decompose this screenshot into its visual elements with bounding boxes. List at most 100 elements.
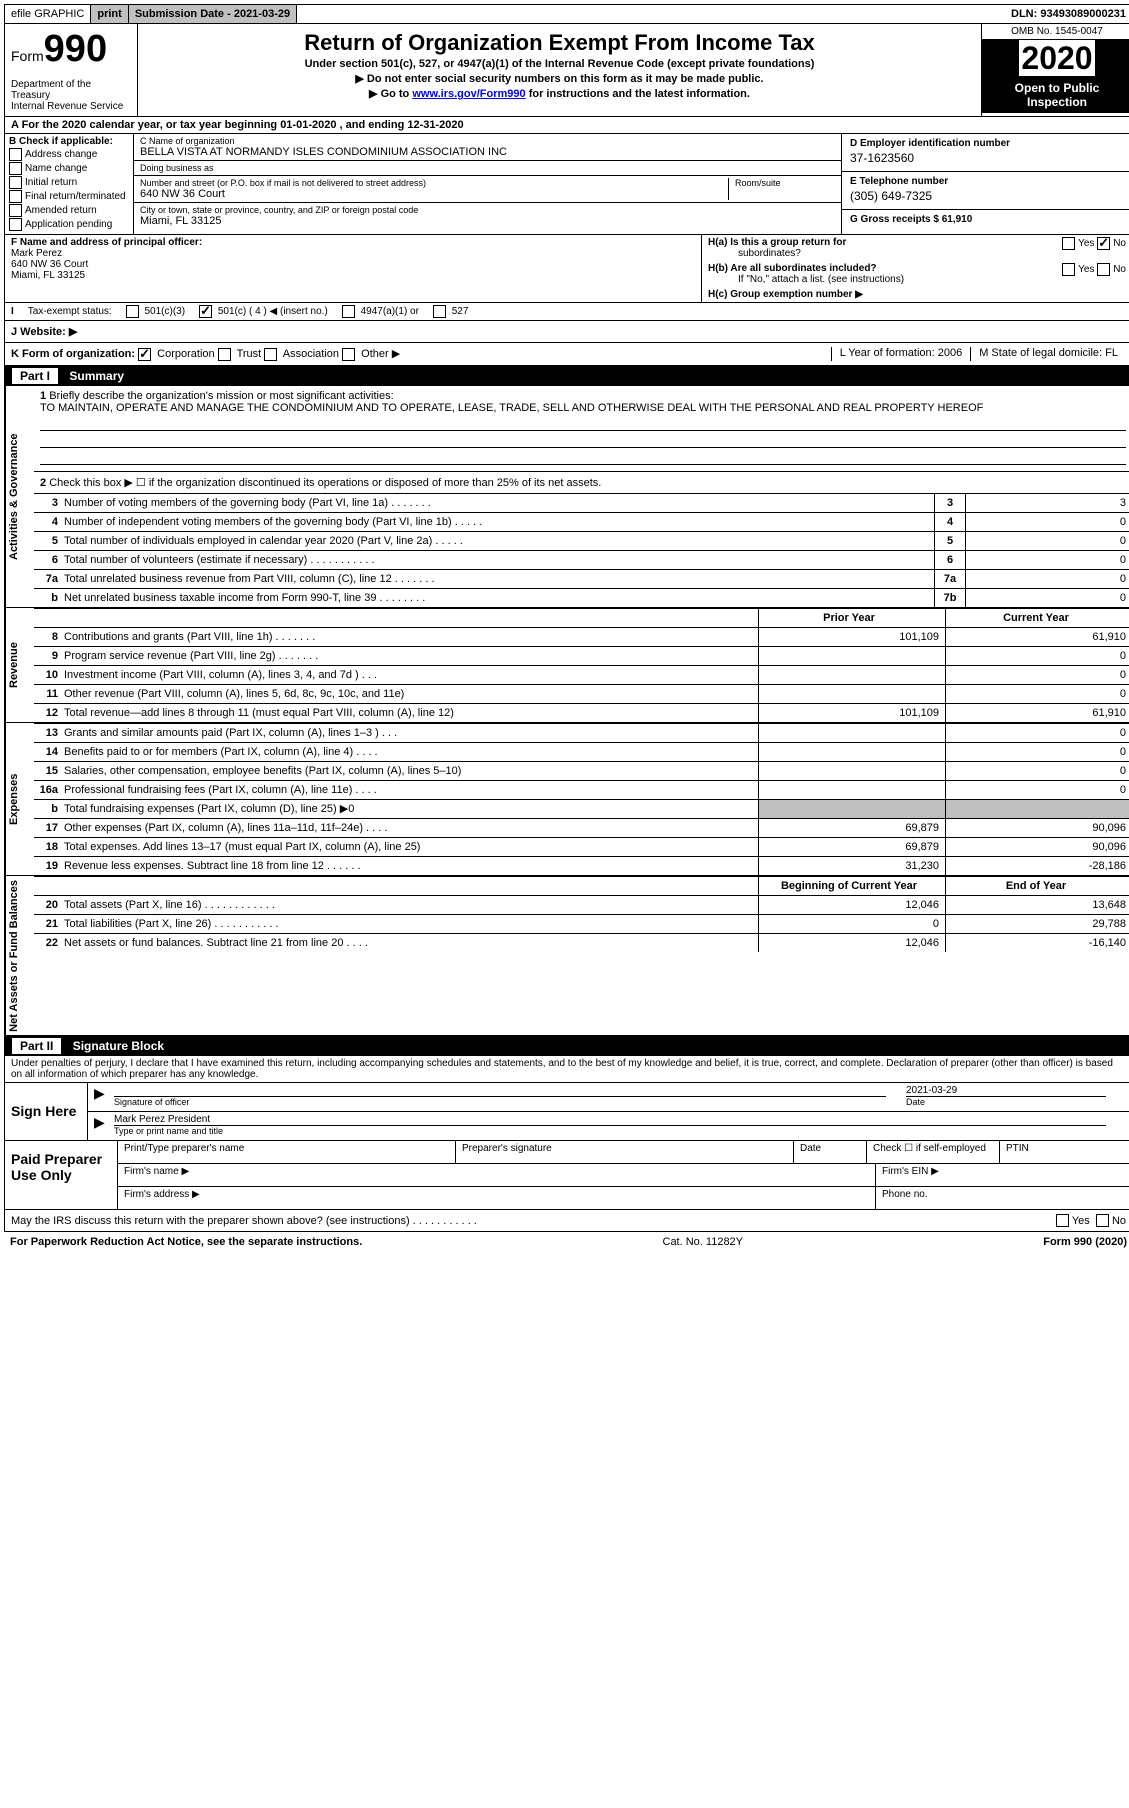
firm-name-label: Firm's name ▶ <box>118 1164 876 1186</box>
tax-exempt-label: Tax-exempt status: <box>28 306 112 317</box>
check-501c3[interactable] <box>126 305 139 318</box>
table-row: 17Other expenses (Part IX, column (A), l… <box>34 818 1129 837</box>
catalog-number: Cat. No. 11282Y <box>362 1236 1043 1248</box>
final-footer: For Paperwork Reduction Act Notice, see … <box>4 1232 1129 1252</box>
phone-block: E Telephone number (305) 649-7325 <box>842 172 1129 210</box>
net-assets-section: Net Assets or Fund Balances Beginning of… <box>4 876 1129 1037</box>
check-trust[interactable] <box>218 348 231 361</box>
revenue-section: Revenue Prior Year Current Year 8Contrib… <box>4 608 1129 723</box>
table-row: 15Salaries, other compensation, employee… <box>34 761 1129 780</box>
efile-label: efile GRAPHIC <box>5 5 91 23</box>
phone-label: E Telephone number <box>850 176 1124 187</box>
officer-city: Miami, FL 33125 <box>11 270 85 281</box>
table-row: bNet unrelated business taxable income f… <box>34 588 1129 607</box>
check-address-change[interactable]: Address change <box>9 148 129 161</box>
check-application-pending[interactable]: Application pending <box>9 218 129 231</box>
table-row: 14Benefits paid to or for members (Part … <box>34 742 1129 761</box>
table-row: 10Investment income (Part VIII, column (… <box>34 665 1129 684</box>
gross-receipts-block: G Gross receipts $ 61,910 <box>842 210 1129 229</box>
dln-label: DLN: 93493089000231 <box>1005 5 1129 23</box>
form-word: Form <box>11 48 44 64</box>
ein-label: D Employer identification number <box>850 138 1124 149</box>
part2-header: Part II Signature Block <box>4 1036 1129 1056</box>
arrow-icon: ▶ <box>94 1114 114 1138</box>
part2-label: Part II <box>12 1038 61 1054</box>
top-bar: efile GRAPHIC print Submission Date - 20… <box>4 4 1129 24</box>
room-label: Room/suite <box>735 178 835 188</box>
hb-no-checkbox[interactable] <box>1097 263 1110 276</box>
line2-block: 2 Check this box ▶ ☐ if the organization… <box>34 471 1129 493</box>
check-other[interactable] <box>342 348 355 361</box>
k-row: K Form of organization: Corporation Trus… <box>4 343 1129 366</box>
firm-ein-label: Firm's EIN ▶ <box>876 1164 1129 1186</box>
ha-yes-checkbox[interactable] <box>1062 237 1075 250</box>
officer-street: 640 NW 36 Court <box>11 259 88 270</box>
phone-value: (305) 649-7325 <box>850 187 1124 205</box>
discuss-no-checkbox[interactable] <box>1096 1214 1109 1227</box>
ha-no-checkbox[interactable] <box>1097 237 1110 250</box>
preparer-ptin-label: PTIN <box>1000 1141 1129 1163</box>
section-bcdeg: B Check if applicable: Address change Na… <box>4 134 1129 235</box>
check-association[interactable] <box>264 348 277 361</box>
officer-name: Mark Perez <box>11 248 62 259</box>
form-number-box: Form990 Department of the Treasury Inter… <box>5 24 138 116</box>
side-label-revenue: Revenue <box>5 608 34 722</box>
line1-block: 1 Briefly describe the organization's mi… <box>34 386 1129 471</box>
table-row: 3Number of voting members of the governi… <box>34 493 1129 512</box>
column-b-checkboxes: B Check if applicable: Address change Na… <box>5 134 134 234</box>
dba-label: Doing business as <box>140 163 835 173</box>
prior-year-header: Prior Year <box>758 609 945 627</box>
table-row: 18Total expenses. Add lines 13–17 (must … <box>34 837 1129 856</box>
form-header: Form990 Department of the Treasury Inter… <box>4 24 1129 117</box>
street-block: Number and street (or P.O. box if mail i… <box>134 176 841 203</box>
mission-description: TO MAINTAIN, OPERATE AND MANAGE THE COND… <box>40 402 1126 414</box>
officer-label: F Name and address of principal officer: <box>11 237 202 248</box>
side-label-governance: Activities & Governance <box>5 386 34 607</box>
irs-link[interactable]: www.irs.gov/Form990 <box>412 88 525 100</box>
name-title-label: Type or print name and title <box>114 1126 1126 1136</box>
org-name-value: BELLA VISTA AT NORMANDY ISLES CONDOMINIU… <box>140 146 835 158</box>
org-name-block: C Name of organization BELLA VISTA AT NO… <box>134 134 841 161</box>
table-row: 13Grants and similar amounts paid (Part … <box>34 723 1129 742</box>
table-row: 19Revenue less expenses. Subtract line 1… <box>34 856 1129 875</box>
table-row: 16aProfessional fundraising fees (Part I… <box>34 780 1129 799</box>
form-subtitle: Under section 501(c), 527, or 4947(a)(1)… <box>146 58 973 70</box>
signature-field[interactable] <box>114 1085 886 1097</box>
dba-block: Doing business as <box>134 161 841 176</box>
form-version: Form 990 (2020) <box>1043 1236 1127 1248</box>
hb-row: H(b) Are all subordinates included? Yes … <box>702 261 1129 287</box>
check-final-return[interactable]: Final return/terminated <box>9 190 129 203</box>
end-year-header: End of Year <box>945 877 1129 895</box>
check-amended-return[interactable]: Amended return <box>9 204 129 217</box>
submission-date-button[interactable]: Submission Date - 2021-03-29 <box>129 5 297 23</box>
column-deg: D Employer identification number 37-1623… <box>841 134 1129 234</box>
sign-here-section: Sign Here ▶ 2021-03-29 Signature of offi… <box>4 1083 1129 1141</box>
website-row: J Website: ▶ <box>4 321 1129 343</box>
table-row: 11Other revenue (Part VIII, column (A), … <box>34 684 1129 703</box>
check-name-change[interactable]: Name change <box>9 162 129 175</box>
paperwork-notice: For Paperwork Reduction Act Notice, see … <box>10 1236 362 1248</box>
table-row: 12Total revenue—add lines 8 through 11 (… <box>34 703 1129 722</box>
l-year-formation: L Year of formation: 2006 <box>831 347 971 361</box>
sign-here-label: Sign Here <box>5 1083 88 1140</box>
check-501c[interactable] <box>199 305 212 318</box>
check-527[interactable] <box>433 305 446 318</box>
check-initial-return[interactable]: Initial return <box>9 176 129 189</box>
street-value: 640 NW 36 Court <box>140 188 722 200</box>
sig-date-label: Date <box>906 1097 1126 1107</box>
activities-governance-section: Activities & Governance 1 Briefly descri… <box>4 386 1129 608</box>
tax-year: 2020 <box>982 40 1129 77</box>
print-button[interactable]: print <box>91 5 128 23</box>
irs-discuss-row: May the IRS discuss this return with the… <box>4 1210 1129 1232</box>
check-4947[interactable] <box>342 305 355 318</box>
expenses-section: Expenses 13Grants and similar amounts pa… <box>4 723 1129 876</box>
check-corporation[interactable] <box>138 348 151 361</box>
hb-yes-checkbox[interactable] <box>1062 263 1075 276</box>
form-title: Return of Organization Exempt From Incom… <box>146 30 973 56</box>
part2-title: Signature Block <box>73 1039 164 1053</box>
city-block: City or town, state or province, country… <box>134 203 841 229</box>
department-label: Department of the Treasury Internal Reve… <box>11 79 131 112</box>
preparer-sig-label: Preparer's signature <box>456 1141 794 1163</box>
firm-address-label: Firm's address ▶ <box>118 1187 876 1209</box>
discuss-yes-checkbox[interactable] <box>1056 1214 1069 1227</box>
